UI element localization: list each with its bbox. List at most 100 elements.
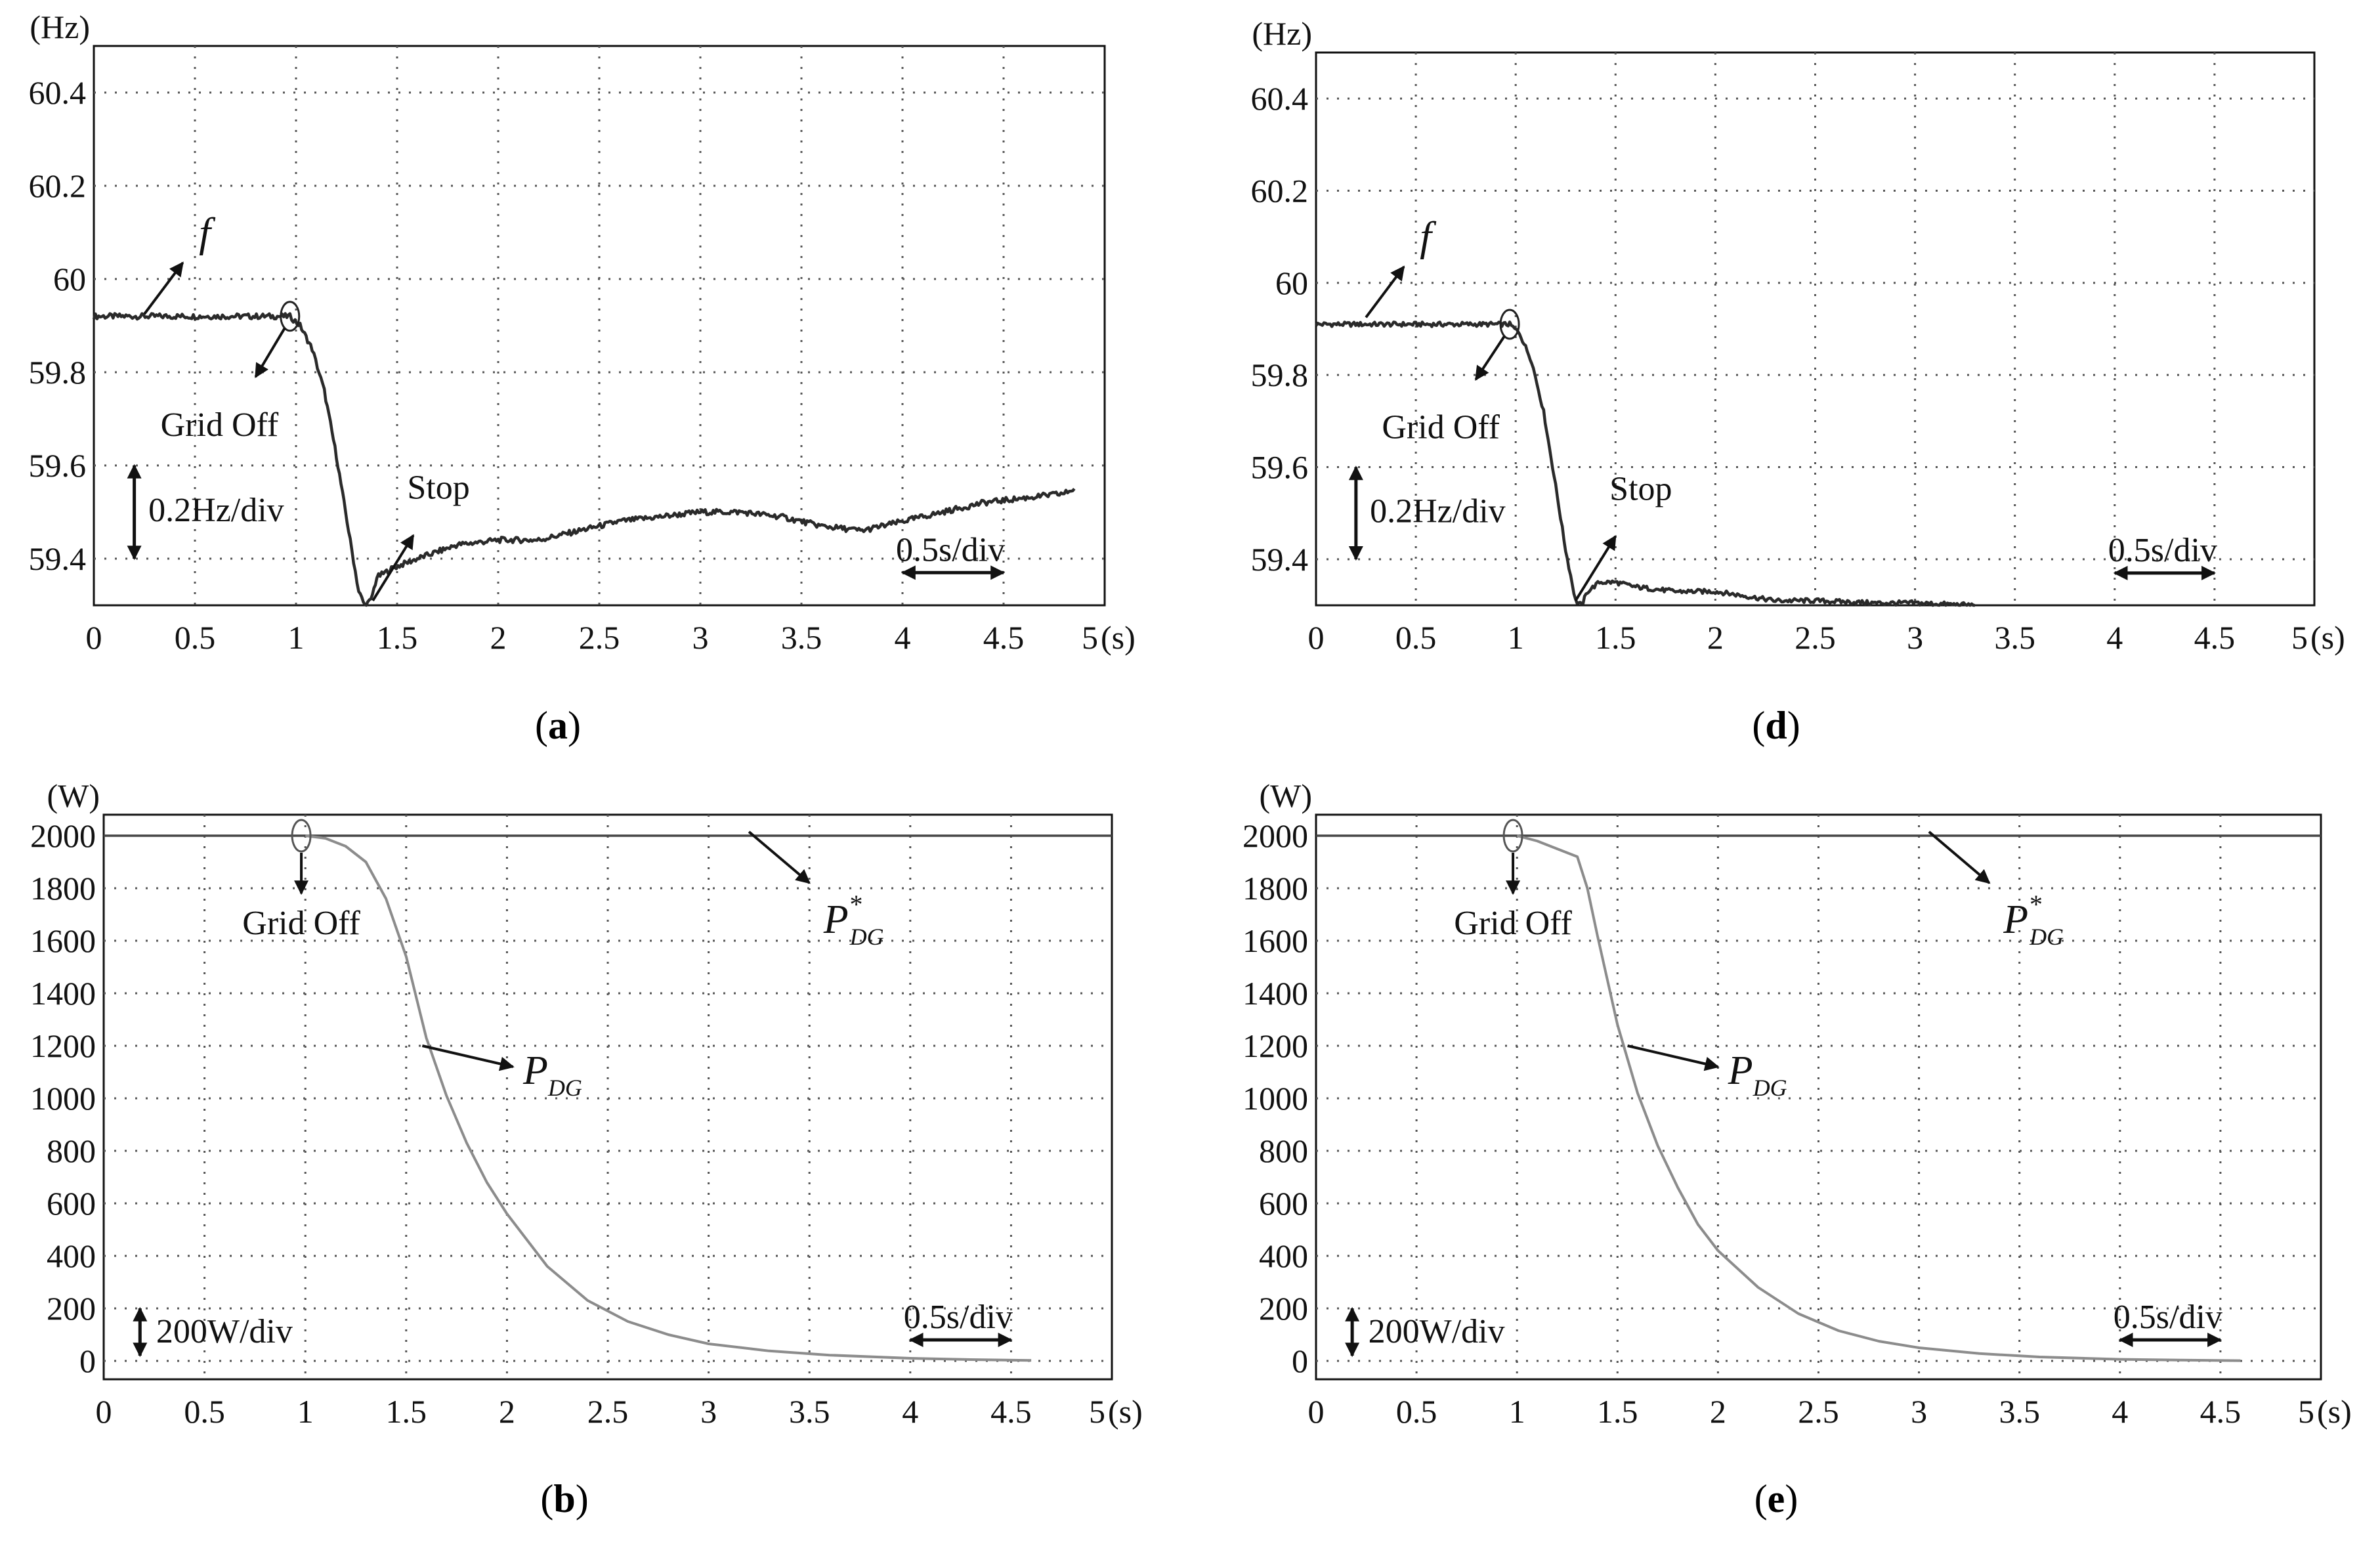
plot-frame	[102, 813, 1113, 1381]
y-tick-label: 60.4	[1251, 80, 1309, 117]
x-tick-label: 4	[895, 619, 911, 656]
x-scale-label: 0.5s/div	[896, 531, 1005, 569]
x-tick-label: 3.5	[789, 1393, 830, 1430]
x-tick-label: 4.5	[2200, 1393, 2242, 1430]
grid-off-arrow	[1474, 335, 1506, 381]
series-line-pdg	[1516, 834, 2241, 1362]
x-tick-label: 5	[1082, 619, 1098, 656]
y-scale-label: 0.2Hz/div	[148, 492, 284, 529]
ref-power-arrow	[1928, 830, 1991, 884]
x-tick-label: 2	[1707, 619, 1724, 656]
x-tick-label: 0.5	[184, 1393, 225, 1430]
x-tick-label: 1.5	[1597, 1393, 1638, 1430]
f-arrow	[143, 261, 184, 315]
x-tick-label: 4.5	[990, 1393, 1032, 1430]
x-tick-label: 5	[1089, 1393, 1105, 1430]
x-tick-label: 3	[1907, 619, 1923, 656]
grid-off-marker	[280, 301, 301, 332]
grid-off-label: Grid Off	[1382, 408, 1500, 446]
y-tick-label: 600	[1259, 1185, 1308, 1222]
x-tick-label: 4.5	[2194, 619, 2236, 656]
panel-caption: (e)	[1754, 1477, 1798, 1520]
x-tick-label: 0	[86, 619, 102, 656]
x-tick-label: 5	[2298, 1393, 2314, 1430]
y-tick-label: 59.6	[29, 447, 87, 484]
x-scale-label: 0.5s/div	[2114, 1299, 2222, 1336]
x-scale-label: 0.5s/div	[2108, 532, 2217, 569]
y-tick-label: 1000	[1243, 1080, 1308, 1117]
stop-arrow	[372, 534, 415, 601]
x-tick-label: 4.5	[983, 619, 1025, 656]
x-unit-label: (s)	[2317, 1393, 2352, 1430]
chart-panel-e: 0 200 400 600 800 1000 1200 1400 1600 1800 2000 0 0.…	[1243, 777, 2352, 1520]
y-tick-label: 60	[53, 261, 86, 297]
x-tick-label: 1	[288, 619, 305, 656]
stop-arrow	[1574, 534, 1617, 602]
series-line-f	[92, 312, 1076, 607]
x-tick-label: 0.5	[1395, 619, 1437, 656]
f-arrow	[1365, 265, 1405, 318]
x-tick-label: 1.5	[377, 619, 418, 656]
x-tick-label: 1	[297, 1393, 314, 1430]
y-tick-label: 59.4	[1251, 541, 1309, 578]
x-unit-label: (s)	[1101, 619, 1136, 656]
panel-caption: (a)	[535, 704, 581, 747]
x-tick-label: 4	[2106, 619, 2123, 656]
y-unit-label: (W)	[1260, 777, 1313, 814]
x-tick-label: 0	[1308, 1393, 1325, 1430]
x-tick-label: 3	[700, 1393, 717, 1430]
stop-label: Stop	[1609, 471, 1672, 508]
y-tick-label: 0	[79, 1343, 96, 1379]
y-tick-label: 200	[47, 1290, 96, 1327]
x-tick-label: 1	[1508, 619, 1524, 656]
meas-power-arrow	[421, 1044, 515, 1071]
panel-caption: (d)	[1752, 704, 1800, 747]
y-tick-label: 59.4	[29, 540, 87, 577]
y-tick-label: 400	[1259, 1237, 1308, 1274]
x-tick-label: 2	[499, 1393, 515, 1430]
y-tick-label: 1400	[1243, 975, 1308, 1012]
x-tick-label: 1.5	[386, 1393, 427, 1430]
x-tick-label: 3	[692, 619, 709, 656]
x-tick-label: 2.5	[579, 619, 620, 656]
y-unit-label: (Hz)	[30, 9, 90, 45]
y-tick-label: 1000	[30, 1080, 96, 1117]
y-tick-label: 800	[47, 1132, 96, 1169]
y-tick-label: 59.8	[29, 354, 87, 391]
x-tick-label: 0.5	[175, 619, 216, 656]
y-tick-label: 400	[47, 1237, 96, 1274]
grid-off-marker	[1502, 819, 1523, 853]
x-tick-label: 3.5	[781, 619, 822, 656]
x-tick-label: 3.5	[1999, 1393, 2040, 1430]
x-tick-label: 1.5	[1595, 619, 1636, 656]
y-tick-label: 1600	[1243, 922, 1308, 959]
y-tick-label: 1800	[1243, 870, 1308, 907]
grid-off-label: Grid Off	[1454, 905, 1572, 942]
y-tick-label: 2000	[30, 817, 96, 854]
y-tick-label: 60	[1275, 265, 1308, 301]
y-scale-label: 0.2Hz/div	[1370, 493, 1506, 530]
y-tick-label: 1200	[1243, 1027, 1308, 1064]
x-tick-label: 1	[1509, 1393, 1525, 1430]
y-tick-label: 60.2	[1251, 173, 1309, 209]
grid-off-marker	[1499, 309, 1520, 340]
x-tick-label: 0	[1308, 619, 1325, 656]
y-tick-label: 60.4	[29, 74, 87, 111]
x-tick-label: 2.5	[587, 1393, 629, 1430]
y-tick-label: 800	[1259, 1132, 1308, 1169]
y-tick-label: 1200	[30, 1027, 96, 1064]
y-tick-label: 2000	[1243, 817, 1308, 854]
grid-off-label: Grid Off	[161, 406, 279, 444]
grid-off-label: Grid Off	[242, 905, 360, 942]
x-tick-label: 5	[2291, 619, 2308, 656]
x-tick-label: 3.5	[1994, 619, 2035, 656]
y-unit-label: (W)	[47, 777, 100, 814]
y-scale-label: 200W/div	[1369, 1313, 1505, 1350]
x-tick-label: 0	[96, 1393, 112, 1430]
chart-panel-d: 59.4 59.6 59.8 60 60.2 60.4 0 0.5 1 1.5 2 2.5 3 3.5 4 4…	[1251, 15, 2345, 747]
y-unit-label: (Hz)	[1252, 15, 1312, 52]
series-line-pdg	[305, 834, 1032, 1362]
chart-panel-b: 0 200 400 600 800 1000 1200 1400 1600 1800 2000 0 0.…	[30, 777, 1143, 1520]
y-tick-label: 59.8	[1251, 356, 1309, 393]
